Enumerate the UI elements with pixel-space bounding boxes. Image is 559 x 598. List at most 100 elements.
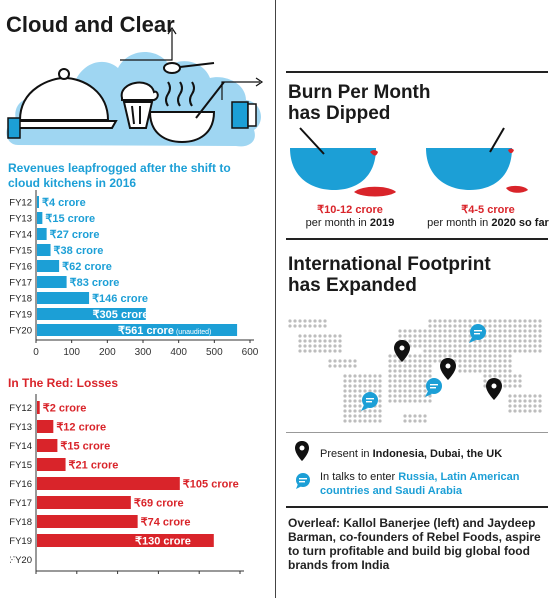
- map-dot: [388, 359, 392, 363]
- map-dot: [498, 324, 502, 328]
- map-dot: [518, 349, 522, 353]
- overleaf-line-4: brands from India: [288, 558, 390, 572]
- map-dot: [313, 344, 317, 348]
- map-dot: [458, 369, 462, 373]
- map-dot: [528, 344, 532, 348]
- map-dot: [393, 374, 397, 378]
- map-dot: [358, 399, 362, 403]
- burn-2019-text: per month in: [305, 217, 370, 229]
- map-dot: [503, 369, 507, 373]
- map-dot: [418, 354, 422, 358]
- map-dot: [453, 319, 457, 323]
- map-dot: [363, 414, 367, 418]
- bar: [37, 458, 66, 471]
- map-dot: [403, 329, 407, 333]
- map-dot: [423, 414, 427, 418]
- map-dot: [453, 334, 457, 338]
- map-dot: [428, 354, 432, 358]
- map-dot: [493, 344, 497, 348]
- spoon-icon: [163, 62, 215, 74]
- bar: [37, 534, 214, 547]
- map-dot: [503, 339, 507, 343]
- map-dot: [518, 344, 522, 348]
- map-dot: [423, 349, 427, 353]
- map-dot: [398, 334, 402, 338]
- legend-talks: In talks to enter Russia, Latin American…: [320, 470, 520, 498]
- map-dot: [438, 319, 442, 323]
- map-dot: [333, 334, 337, 338]
- burn-title: Burn Per Month has Dipped: [288, 82, 431, 124]
- legend-rule-top: [286, 432, 548, 433]
- map-dot: [523, 324, 527, 328]
- map-dot: [393, 369, 397, 373]
- map-dot: [488, 369, 492, 373]
- map-dot: [308, 344, 312, 348]
- map-dot: [428, 334, 432, 338]
- map-dot: [498, 349, 502, 353]
- map-dot: [468, 324, 472, 328]
- map-dot: [378, 384, 382, 388]
- map-dot: [423, 384, 427, 388]
- burn-2019-year: 2019: [369, 217, 395, 229]
- map-dot: [348, 394, 352, 398]
- map-dot: [353, 374, 357, 378]
- map-dot: [538, 344, 542, 348]
- map-dot: [528, 349, 532, 353]
- map-dot: [303, 324, 307, 328]
- map-dot: [298, 324, 302, 328]
- map-dot: [308, 324, 312, 328]
- map-dot: [358, 389, 362, 393]
- map-dot: [373, 389, 377, 393]
- map-dot: [473, 354, 477, 358]
- map-dot: [353, 359, 357, 363]
- chat-bubble-icon: [296, 473, 310, 489]
- data-label: ₹38 crore: [54, 245, 104, 257]
- map-dot: [493, 324, 497, 328]
- map-dot: [443, 349, 447, 353]
- map-dot: [348, 379, 352, 383]
- map-dot: [463, 349, 467, 353]
- map-dot: [533, 319, 537, 323]
- burn-2020-text: per month in: [427, 217, 492, 229]
- map-dot: [388, 364, 392, 368]
- map-dot: [518, 329, 522, 333]
- map-dot: [493, 339, 497, 343]
- map-dot: [523, 394, 527, 398]
- map-dot: [433, 324, 437, 328]
- category-label: FY18: [9, 294, 32, 305]
- map-dot: [298, 344, 302, 348]
- map-dot: [418, 419, 422, 423]
- map-dot: [533, 394, 537, 398]
- map-dot: [413, 354, 417, 358]
- map-dot: [343, 379, 347, 383]
- map-dot: [523, 344, 527, 348]
- map-dot: [413, 329, 417, 333]
- map-dot: [463, 319, 467, 323]
- map-dot: [418, 379, 422, 383]
- map-dot: [508, 359, 512, 363]
- map-dot: [438, 359, 442, 363]
- map-dot: [538, 394, 542, 398]
- category-label: FY15: [9, 246, 32, 257]
- map-dot: [463, 369, 467, 373]
- map-dot: [458, 339, 462, 343]
- map-dot: [373, 414, 377, 418]
- map-dot: [508, 324, 512, 328]
- map-dot: [423, 399, 427, 403]
- mid-rule: [286, 238, 548, 240]
- map-dot: [293, 319, 297, 323]
- map-dot: [418, 344, 422, 348]
- map-dot: [478, 339, 482, 343]
- overleaf-line-3: to turn profitable and build big global …: [288, 544, 530, 558]
- map-dot: [493, 349, 497, 353]
- x-tick-label: 200: [99, 347, 116, 358]
- map-dot: [423, 419, 427, 423]
- map-dot: [498, 354, 502, 358]
- map-dot: [333, 359, 337, 363]
- burn-2020-year: 2020 so far: [491, 217, 549, 229]
- map-dot: [373, 384, 377, 388]
- legend-talks-prefix: In talks to enter: [320, 471, 399, 483]
- bar: [37, 244, 51, 256]
- map-dot: [508, 364, 512, 368]
- map-dot: [443, 334, 447, 338]
